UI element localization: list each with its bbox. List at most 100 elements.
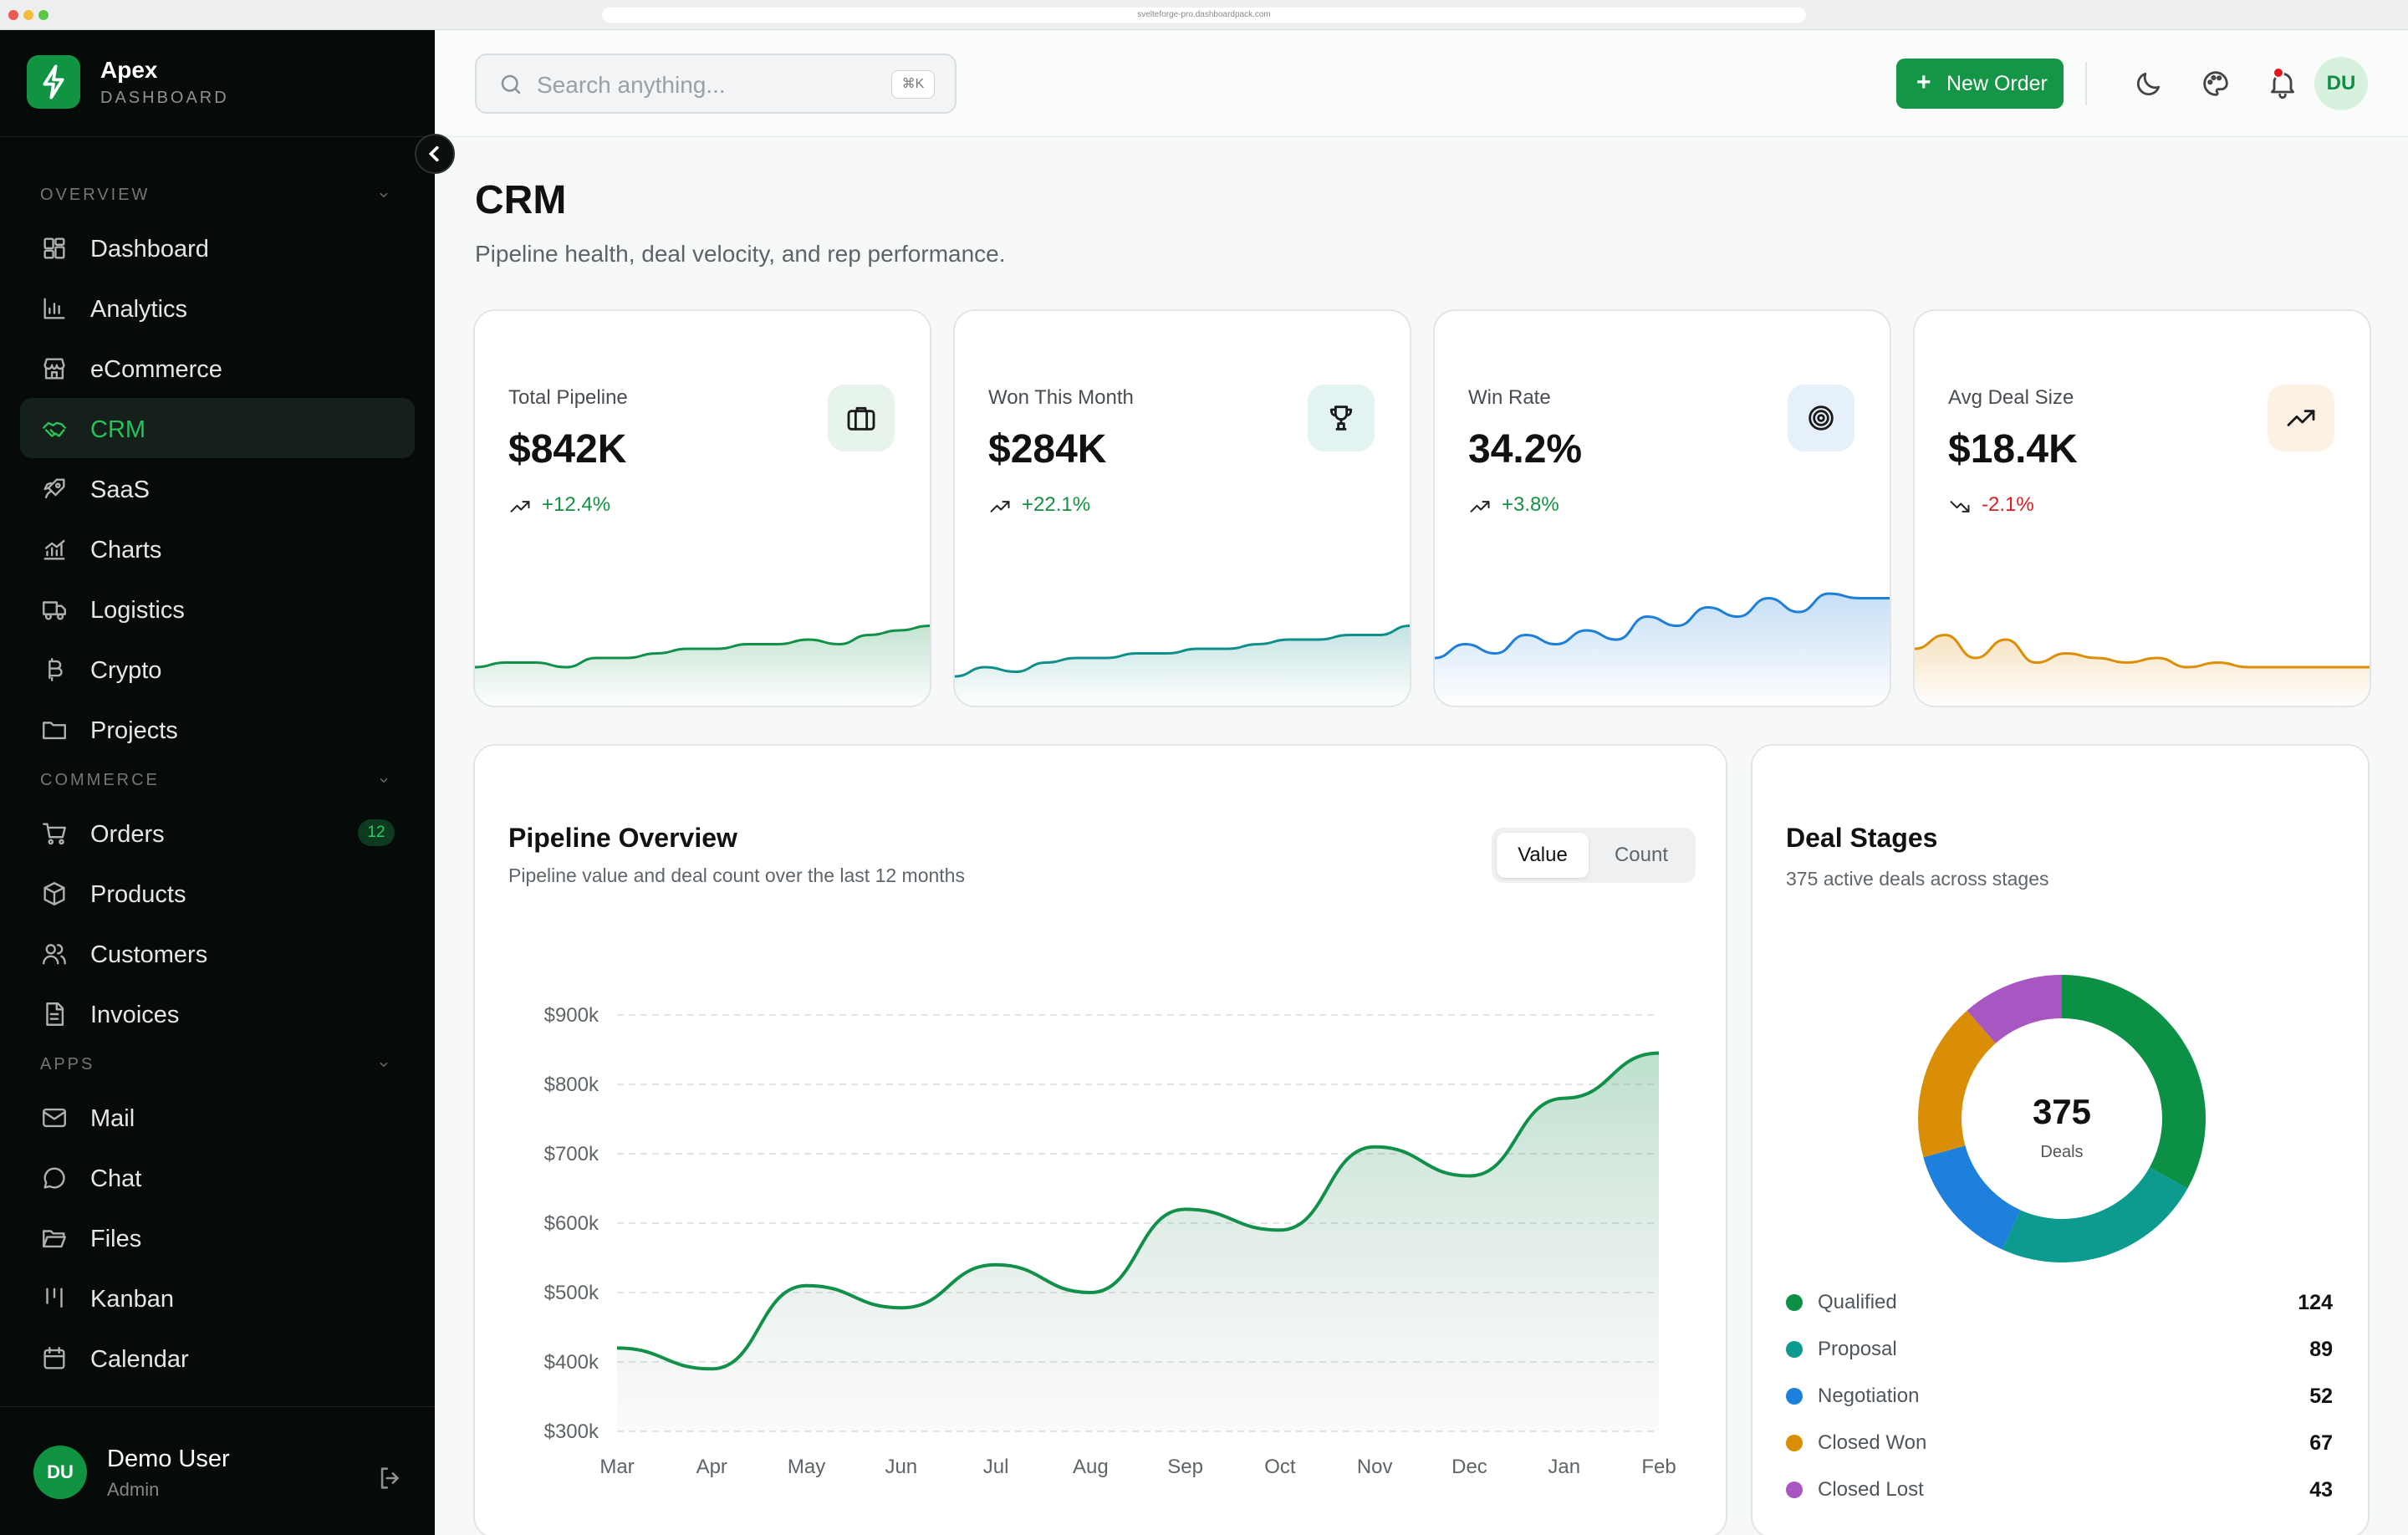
sidebar-item-mail[interactable]: Mail [20, 1087, 415, 1147]
kpi-change: +3.8% [1502, 493, 1559, 516]
kpi-sparkline [1915, 633, 2370, 706]
pipeline-point[interactable] [708, 1365, 715, 1372]
sidebar-item-label: Products [90, 881, 186, 908]
sidebar-item-crypto[interactable]: Crypto [20, 639, 415, 699]
header-avatar[interactable]: DU [2314, 57, 2368, 110]
sidebar-item-saas[interactable]: SaaS [20, 458, 415, 518]
pipeline-point[interactable] [804, 1283, 810, 1289]
deal-stages-donut: 375 Deals [1918, 975, 2206, 1262]
legend-value: 124 [2298, 1291, 2333, 1314]
cart-icon [43, 823, 66, 845]
legend-label: Closed Lost [1818, 1478, 1924, 1501]
briefcase-icon [847, 406, 875, 431]
pipeline-chart: $300k $400k $500k $600k $700k $800k $900k Mar Ap… [544, 1004, 1676, 1478]
logout-icon[interactable] [376, 1464, 405, 1492]
rocket-icon [43, 478, 65, 499]
legend-item[interactable]: Closed Won 67 [1786, 1426, 2333, 1460]
sidebar-item-label: Customers [90, 941, 208, 968]
minimize-window-dot[interactable] [23, 10, 33, 20]
pipeline-point[interactable] [1561, 1095, 1568, 1102]
sidebar-item-label: Files [90, 1226, 142, 1252]
pipeline-point[interactable] [1277, 1226, 1283, 1233]
y-tick-label: $800k [544, 1073, 599, 1096]
donut-slice-closed-lost[interactable] [1967, 975, 2062, 1043]
section-chevron-down-icon[interactable] [376, 1057, 391, 1072]
donut-slice-qualified[interactable] [2062, 975, 2206, 1189]
sidebar-item-logistics[interactable]: Logistics [20, 579, 415, 639]
kpi-sparkline [475, 625, 930, 706]
sidebar-item-label: Logistics [90, 597, 185, 624]
kpi-value: $284K [988, 427, 1107, 472]
sparkline-area [475, 625, 930, 706]
pipeline-point[interactable] [614, 1344, 620, 1351]
sparkline-line [1915, 633, 2370, 669]
x-tick-label: Aug [1073, 1456, 1109, 1478]
toggle-count-button[interactable]: Count [1614, 844, 1669, 866]
sidebar-item-invoices[interactable]: Invoices [20, 983, 415, 1043]
y-tick-label: $300k [544, 1420, 599, 1443]
legend-item[interactable]: Negotiation 52 [1786, 1379, 2333, 1413]
search-placeholder: Search anything... [537, 72, 726, 98]
kpi-card-avg-deal-size: Avg Deal Size $18.4K -2.1% [1913, 309, 2371, 707]
sidebar-item-orders[interactable]: Orders 12 [20, 803, 415, 863]
y-tick-label: $700k [544, 1143, 599, 1165]
trending-up-icon [510, 501, 530, 513]
new-order-label: New Order [1946, 72, 2048, 95]
sidebar-item-products[interactable]: Products [20, 863, 415, 923]
page-title: CRM [475, 178, 567, 222]
palette-icon[interactable] [2199, 67, 2232, 100]
legend-item[interactable]: Proposal 89 [1786, 1333, 2333, 1366]
sidebar-item-charts[interactable]: Charts [20, 518, 415, 579]
user-profile[interactable]: DU Demo User Admin [0, 1406, 435, 1535]
sidebar: Apex DASHBOARD OVERVIEW Dashboard Analytic… [0, 30, 435, 1535]
legend-value: 89 [2309, 1338, 2333, 1361]
legend-item[interactable]: Qualified 124 [1786, 1286, 2333, 1319]
pipeline-point[interactable] [1466, 1173, 1472, 1180]
moon-icon[interactable] [2132, 67, 2166, 100]
close-window-dot[interactable] [8, 10, 18, 20]
pipeline-point[interactable] [898, 1304, 905, 1311]
maximize-window-dot[interactable] [38, 10, 48, 20]
section-chevron-down-icon[interactable] [376, 773, 391, 788]
pipeline-point[interactable] [1087, 1289, 1094, 1296]
sidebar-item-ecommerce[interactable]: eCommerce [20, 338, 415, 398]
browser-chrome: svelteforge-pro.dashboardpack.com [0, 0, 2408, 30]
sidebar-section-overview[interactable]: OVERVIEW [40, 186, 150, 204]
address-bar[interactable]: svelteforge-pro.dashboardpack.com [602, 8, 1806, 23]
sidebar-item-files[interactable]: Files [20, 1207, 415, 1267]
pipeline-point[interactable] [1182, 1206, 1189, 1212]
pipeline-point[interactable] [1371, 1144, 1378, 1150]
kpi-icon-box [1788, 385, 1854, 451]
collapse-sidebar-button[interactable] [415, 134, 455, 174]
sidebar-section-apps[interactable]: APPS [40, 1055, 95, 1073]
new-order-button[interactable]: + New Order [1896, 59, 2064, 109]
pipeline-point[interactable] [992, 1262, 999, 1268]
donut-slice-closed-won[interactable] [1918, 1010, 1996, 1158]
trophy-icon [1329, 405, 1353, 431]
sidebar-item-dashboard[interactable]: Dashboard [20, 217, 415, 278]
x-tick-label: Jan [1548, 1456, 1580, 1478]
sidebar-item-calendar[interactable]: Calendar [20, 1328, 415, 1388]
user-role: Admin [107, 1479, 160, 1500]
chevron-down-icon [380, 192, 388, 197]
donut-slice-negotiation[interactable] [1923, 1145, 2021, 1250]
sidebar-item-kanban[interactable]: Kanban [20, 1267, 415, 1328]
sidebar-item-analytics[interactable]: Analytics [20, 278, 415, 338]
sidebar-item-projects[interactable]: Projects [20, 699, 415, 759]
search-input[interactable]: Search anything... ⌘K [475, 54, 957, 114]
x-tick-label: Sep [1167, 1456, 1203, 1478]
sidebar-item-chat[interactable]: Chat [20, 1147, 415, 1207]
sidebar-item-customers[interactable]: Customers [20, 923, 415, 983]
kpi-label: Avg Deal Size [1948, 386, 2074, 409]
sidebar-item-crm[interactable]: CRM [20, 398, 415, 458]
section-chevron-down-icon[interactable] [376, 187, 391, 202]
bell-icon[interactable] [2266, 67, 2299, 100]
toggle-value-button[interactable]: Value [1497, 833, 1589, 878]
bolt-logo-icon[interactable] [27, 55, 80, 109]
sidebar-section-commerce[interactable]: COMMERCE [40, 771, 160, 789]
pipeline-point[interactable] [1656, 1050, 1662, 1057]
donut-slice-proposal[interactable] [2002, 1167, 2188, 1262]
legend-item[interactable]: Closed Lost 43 [1786, 1473, 2333, 1507]
legend-label: Negotiation [1818, 1385, 1920, 1407]
truck-icon [43, 601, 66, 620]
